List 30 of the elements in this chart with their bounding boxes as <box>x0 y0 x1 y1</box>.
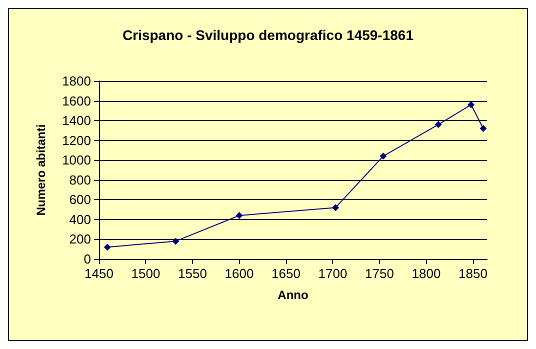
x-tick-label: 1550 <box>178 266 207 281</box>
x-tick-label: 1450 <box>84 266 114 281</box>
y-tick-label: 1600 <box>62 93 91 108</box>
x-axis-title: Anno <box>278 288 308 302</box>
point <box>332 204 340 212</box>
point <box>104 244 111 251</box>
y-tick-label: 0 <box>84 252 91 266</box>
y-tick-label: 200 <box>69 232 91 247</box>
x-tick-label: 1800 <box>412 266 441 281</box>
chart-title: Crispano - Sviluppo demografico 1459-1861 <box>122 27 414 43</box>
point <box>434 121 442 128</box>
y-tick-label: 400 <box>69 212 91 227</box>
point <box>236 212 243 219</box>
x-tick-label: 1700 <box>318 266 348 281</box>
point <box>380 152 387 160</box>
y-tick-label: 600 <box>69 192 91 208</box>
y-tick-label: 800 <box>69 172 91 188</box>
y-tick-label: 1400 <box>62 113 91 128</box>
point <box>468 101 475 108</box>
y-tick-label: 1800 <box>62 74 91 88</box>
y-axis-title: Numero abitanti <box>34 124 48 216</box>
y-tick-label: 1000 <box>62 152 91 168</box>
x-tick-label: 1650 <box>272 266 300 281</box>
point <box>172 238 180 245</box>
x-tick-label: 1750 <box>365 266 394 281</box>
point <box>480 124 487 132</box>
x-tick-label: 1600 <box>224 266 254 281</box>
x-tick-label: 1850 <box>458 266 488 281</box>
y-tick-label: 1200 <box>62 132 91 148</box>
x-tick-label: 1500 <box>131 266 160 281</box>
